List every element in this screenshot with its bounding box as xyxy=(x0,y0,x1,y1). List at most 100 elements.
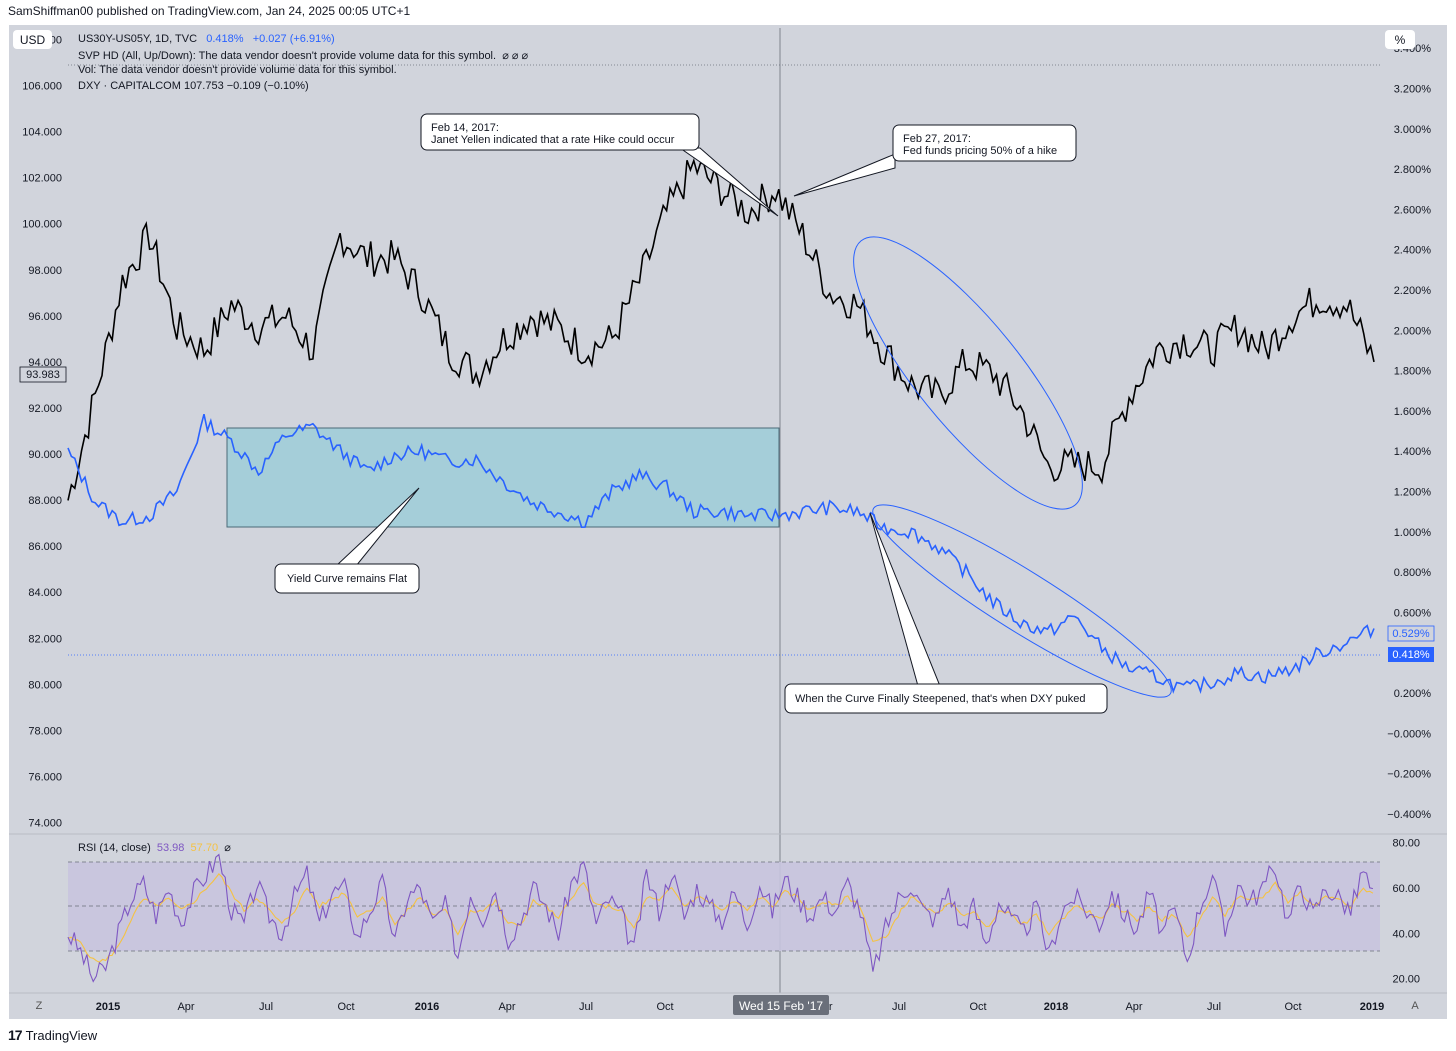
time-axis-tick: Apr xyxy=(498,1001,515,1013)
fed-callout[interactable]: Feb 27, 2017: Fed funds pricing 50% of a… xyxy=(793,124,1077,197)
left-axis-tick: 90.000 xyxy=(28,449,62,461)
legend-symbol-change: +0.027 (+6.91%) xyxy=(252,33,335,45)
spread-prev-label: 0.529% xyxy=(1392,628,1430,640)
left-axis-tick: 102.000 xyxy=(22,173,62,185)
flat-callout[interactable]: Yield Curve remains Flat xyxy=(274,487,420,594)
time-axis-tick: Oct xyxy=(969,1001,986,1013)
right-axis-tick: 0.800% xyxy=(1394,567,1432,579)
time-axis[interactable]: 2015AprJulOct2016AprJulOct2017AprJulOct2… xyxy=(96,1001,1384,1013)
spread-prev-label-box xyxy=(1387,625,1435,642)
rsi-axis-tick: 40.00 xyxy=(1392,928,1420,940)
steep-callout-box xyxy=(784,683,1108,714)
left-axis-tick: 88.000 xyxy=(28,495,62,507)
legend-dxy-row[interactable]: DXY · CAPITALCOM 107.753 −0.109 (−0.10%) xyxy=(78,80,309,92)
rsi-axis[interactable]: 80.00 60.00 40.00 20.00 xyxy=(1392,838,1420,986)
z-button[interactable]: Z xyxy=(35,1000,43,1012)
time-axis-tick: Oct xyxy=(1284,1001,1301,1013)
spread-last-label-box xyxy=(1388,647,1434,662)
left-axis-tick: 92.000 xyxy=(28,403,62,415)
left-axis-tick: 76.000 xyxy=(28,771,62,783)
left-price-axis[interactable]: 108.000106.000104.000102.000100.00098.00… xyxy=(22,35,62,830)
crosshair-date-box xyxy=(733,995,829,1015)
dxy-series-line xyxy=(67,157,1375,501)
time-axis-tick: Jul xyxy=(579,1001,593,1013)
dxy-current-label-box xyxy=(19,366,67,383)
dxy-current-label: 93.983 xyxy=(26,369,60,381)
legend-rsi-ma-value: 57.70 xyxy=(190,842,219,854)
crosshair-date-label: Wed 15 Feb '17 xyxy=(739,999,823,1013)
right-axis-tick: 2.400% xyxy=(1394,245,1432,257)
yellen-callout[interactable]: Feb 14, 2017: Janet Yellen indicated tha… xyxy=(420,113,779,217)
right-axis-tick: 1.000% xyxy=(1394,527,1432,539)
yellen-callout-date: Feb 14, 2017: xyxy=(431,122,499,134)
rsi-ma-line xyxy=(67,873,1374,963)
time-axis-tick: Apr xyxy=(177,1001,194,1013)
time-axis-tick: 2019 xyxy=(1360,1001,1384,1013)
time-axis-tick: Jul xyxy=(892,1001,906,1013)
right-axis-tick: 2.200% xyxy=(1394,285,1432,297)
legend-rsi-value: 53.98 xyxy=(156,842,185,854)
left-axis-tick: 96.000 xyxy=(28,311,62,323)
rsi-axis-tick: 60.00 xyxy=(1392,883,1420,895)
dxy-decline-ellipse xyxy=(853,236,1083,510)
legend-rsi-row[interactable]: RSI (14, close) 53.98 57.70 ⌀ xyxy=(78,841,231,854)
right-axis-tick: 1.800% xyxy=(1394,366,1432,378)
rsi-axis-tick: 20.00 xyxy=(1392,974,1420,986)
published-header: SamShiffman00 published on TradingView.c… xyxy=(8,4,411,18)
spread-series-line xyxy=(67,413,1375,694)
legend-rsi-label: RSI (14, close) xyxy=(78,842,151,854)
fed-callout-date: Feb 27, 2017: xyxy=(903,133,971,145)
legend-rsi-icon: ⌀ xyxy=(224,842,231,854)
legend-svp-row[interactable]: SVP HD (All, Up/Down): The data vendor d… xyxy=(78,49,528,62)
rsi-band-fill xyxy=(68,862,1380,951)
fed-callout-text: Fed funds pricing 50% of a hike xyxy=(903,145,1057,157)
left-axis-tick: 106.000 xyxy=(22,81,62,93)
time-axis-tick: Jul xyxy=(1207,1001,1221,1013)
rsi-line xyxy=(67,853,1374,983)
time-axis-tick: Apr xyxy=(1125,1001,1142,1013)
flat-callout-text: Yield Curve remains Flat xyxy=(287,573,407,585)
time-axis-tick: 2015 xyxy=(96,1001,120,1013)
left-axis-tick: 84.000 xyxy=(28,587,62,599)
footer: 17 TradingView xyxy=(8,1027,97,1043)
right-axis-tick: −0.200% xyxy=(1387,769,1431,781)
legend-svp-icons: ⌀ ⌀ ⌀ xyxy=(502,50,529,62)
tradingview-logo: 17 xyxy=(8,1027,23,1043)
footer-brand: TradingView xyxy=(25,1027,98,1043)
left-axis-tick: 100.000 xyxy=(22,219,62,231)
steep-callout[interactable]: When the Curve Finally Steepened, that's… xyxy=(784,512,1108,714)
percent-button[interactable]: % xyxy=(1385,30,1415,49)
yellen-callout-text: Janet Yellen indicated that a rate Hike … xyxy=(431,134,675,146)
legend-symbol-row[interactable]: US30Y-US05Y, 1D, TVC 0.418% +0.027 (+6.9… xyxy=(78,33,335,45)
right-axis-tick: 3.200% xyxy=(1394,83,1432,95)
currency-button[interactable]: USD xyxy=(13,30,52,49)
right-axis-tick: −0.000% xyxy=(1387,728,1431,740)
time-axis-tick: 2018 xyxy=(1044,1001,1068,1013)
right-percent-axis[interactable]: 3.400%3.200%3.000%2.800%2.600%2.400%2.20… xyxy=(1387,43,1431,821)
left-axis-tick: 82.000 xyxy=(28,633,62,645)
right-axis-tick: 0.600% xyxy=(1394,607,1432,619)
left-axis-tick: 98.000 xyxy=(28,265,62,277)
right-axis-tick: 3.000% xyxy=(1394,124,1432,136)
right-axis-tick: −0.400% xyxy=(1387,809,1431,821)
left-axis-tick: 104.000 xyxy=(22,127,62,139)
rsi-axis-tick: 80.00 xyxy=(1392,838,1420,850)
time-axis-tick: Jul xyxy=(259,1001,273,1013)
legend-svp-text: SVP HD (All, Up/Down): The data vendor d… xyxy=(78,50,497,62)
flat-callout-box xyxy=(274,563,420,594)
fed-callout-box xyxy=(892,124,1077,162)
fed-callout-pointer xyxy=(793,153,896,197)
curve-steepen-ellipse xyxy=(872,504,1172,698)
left-axis-tick: 74.000 xyxy=(28,817,62,829)
right-axis-tick: 1.200% xyxy=(1394,486,1432,498)
right-axis-tick: 2.000% xyxy=(1394,325,1432,337)
a-button[interactable]: A xyxy=(1411,1000,1419,1012)
spread-last-label: 0.418% xyxy=(1392,649,1430,661)
time-axis-tick: 2016 xyxy=(415,1001,439,1013)
right-axis-tick: 2.800% xyxy=(1394,164,1432,176)
right-axis-tick: 2.600% xyxy=(1394,204,1432,216)
yellen-callout-box xyxy=(420,113,700,151)
steep-callout-text: When the Curve Finally Steepened, that's… xyxy=(795,693,1086,705)
legend-vol-row[interactable]: Vol: The data vendor doesn't provide vol… xyxy=(78,64,397,76)
